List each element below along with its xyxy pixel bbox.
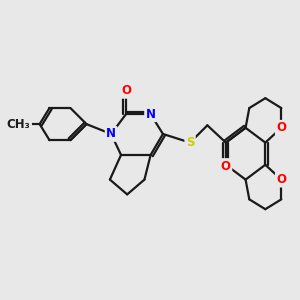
Text: N: N bbox=[146, 108, 156, 121]
Text: S: S bbox=[186, 136, 194, 149]
Text: CH₃: CH₃ bbox=[7, 118, 31, 130]
Text: N: N bbox=[106, 128, 116, 140]
Text: O: O bbox=[221, 160, 231, 172]
Text: O: O bbox=[276, 173, 286, 186]
Text: O: O bbox=[121, 84, 131, 97]
Text: O: O bbox=[276, 121, 286, 134]
